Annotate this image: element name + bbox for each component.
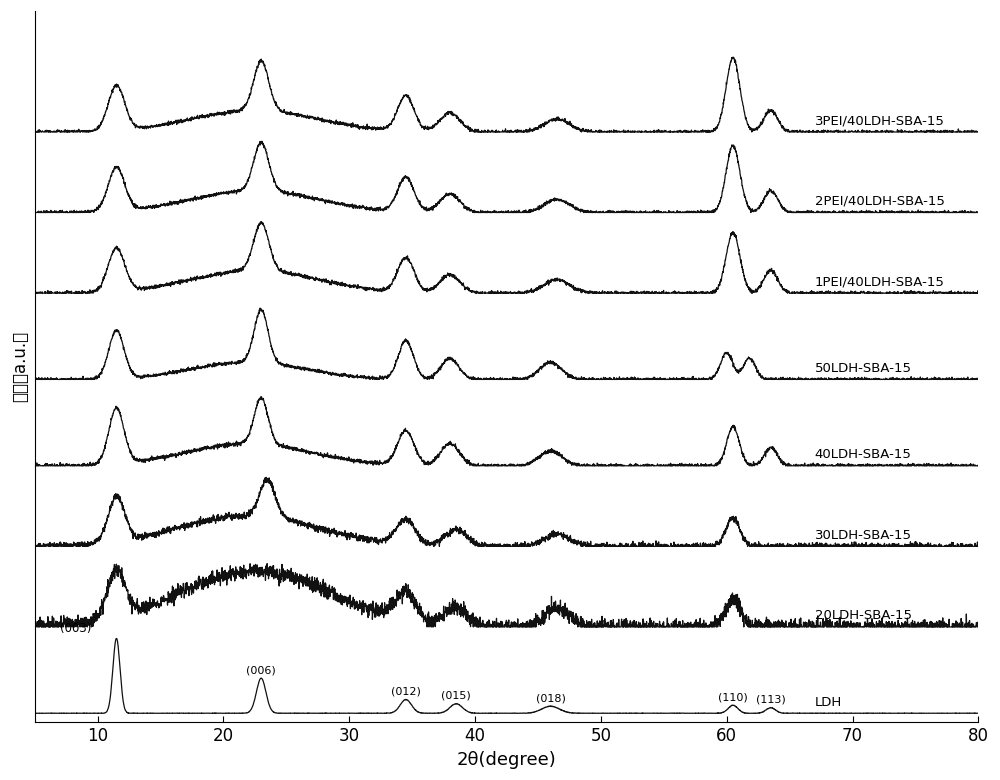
Text: (006): (006) xyxy=(246,665,276,675)
Text: 1PEI/40LDH-SBA-15: 1PEI/40LDH-SBA-15 xyxy=(815,275,945,289)
Y-axis label: 强度（a.u.）: 强度（a.u.） xyxy=(11,332,29,402)
Text: (015): (015) xyxy=(441,691,471,701)
Text: (113): (113) xyxy=(756,695,786,704)
Text: (110): (110) xyxy=(718,693,748,703)
Text: 2PEI/40LDH-SBA-15: 2PEI/40LDH-SBA-15 xyxy=(815,195,945,208)
Text: 20LDH-SBA-15: 20LDH-SBA-15 xyxy=(815,609,912,622)
Text: (003): (003) xyxy=(60,622,91,635)
Text: (018): (018) xyxy=(536,693,566,704)
Text: 50LDH-SBA-15: 50LDH-SBA-15 xyxy=(815,362,912,375)
Text: 30LDH-SBA-15: 30LDH-SBA-15 xyxy=(815,529,912,542)
X-axis label: 2θ(degree): 2θ(degree) xyxy=(457,751,556,769)
Text: 40LDH-SBA-15: 40LDH-SBA-15 xyxy=(815,448,912,461)
Text: (012): (012) xyxy=(391,687,421,697)
Text: 3PEI/40LDH-SBA-15: 3PEI/40LDH-SBA-15 xyxy=(815,115,945,127)
Text: LDH: LDH xyxy=(815,696,842,709)
